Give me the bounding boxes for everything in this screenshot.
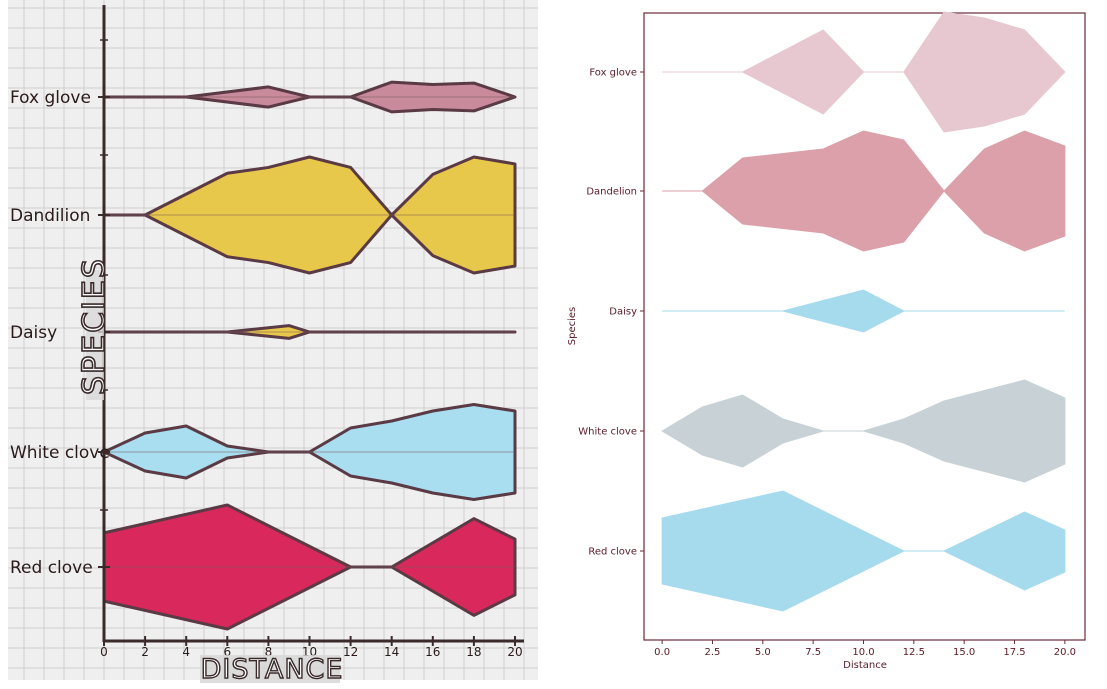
hand-xtick-label-0: 0 (100, 645, 108, 659)
plot-ytick-label-fox-glove: Fox glove (589, 68, 637, 79)
right-violins (661, 11, 1066, 612)
plot-xtick-label-20-0: 20.0 (1054, 647, 1076, 658)
hand-ylabel-daisy: Daisy (10, 323, 57, 343)
plot-xtick-label-7-5: 7.5 (805, 647, 821, 658)
hand-xtick-label-16: 16 (425, 645, 440, 659)
species-label-backing (86, 270, 104, 400)
hand-drawn-chart: 0 2 4 6 8 10 12 14 16 18 20 Fox gloveDandilionDais… (8, 0, 538, 686)
plot-ytick-label-dandelion: Dandelion (586, 187, 637, 198)
hand-ylabel-fox-glove: Fox glove (10, 88, 91, 108)
left-violins (102, 80, 517, 631)
plot-xtick-label-0-0: 0.0 (654, 647, 670, 658)
plot-violin-dandelion (662, 130, 1066, 252)
hand-ylabel-dandilion: Dandilion (10, 206, 90, 226)
plot-xtick-label-5-0: 5.0 (755, 647, 771, 658)
hand-ylabel: SPECIES (77, 257, 112, 395)
distance-label-backing (200, 655, 340, 683)
hand-xtick-label-12: 12 (343, 645, 358, 659)
plot-xtick-label-12-5: 12.5 (903, 647, 925, 658)
plot-xtick-label-17-5: 17.5 (1003, 647, 1025, 658)
hand-xtick-label-20: 20 (507, 645, 522, 659)
plot-xtick-label-10-0: 10.0 (852, 647, 874, 658)
hand-xtick-label-18: 18 (466, 645, 481, 659)
hand-xtick-label-4: 4 (182, 645, 190, 659)
plot-x-ticks: 0.0 2.5 5.0 7.5 10.0 12.5 15.0 17.5 20.0 (654, 640, 1076, 658)
plot-ylabel: Species (567, 307, 578, 346)
plot-ytick-label-red-clove: Red clove (588, 547, 637, 558)
plot-violin-white-clove (661, 379, 1066, 483)
plot-violin-red-clove (661, 490, 1066, 612)
plot-ytick-label-white-clove: White clove (578, 427, 637, 438)
hand-xtick-label-14: 14 (384, 645, 399, 659)
hand-xtick-label-8: 8 (265, 645, 273, 659)
plot-xlabel: Distance (843, 660, 887, 671)
plot-chart: Fox glove Dandelion Daisy White clove Red cl… (567, 11, 1086, 671)
hand-ylabel-red-clove: Red clove (10, 558, 93, 578)
hand-ylabel-white-clove: White clove (10, 443, 110, 463)
hand-xtick-label-2: 2 (141, 645, 149, 659)
plot-ytick-label-daisy: Daisy (609, 307, 637, 318)
plot-violin-daisy (662, 289, 1065, 333)
hand-xlabel: DISTANCE (201, 654, 344, 685)
hand-xtick-label-6: 6 (223, 645, 231, 659)
plot-xtick-label-15-0: 15.0 (953, 647, 975, 658)
hand-y-labels: Fox glove Dandilion Daisy White clove Red cl… (10, 39, 110, 578)
plot-y-ticks: Fox glove Dandelion Daisy White clove Red cl… (578, 68, 644, 558)
plot-violin-fox-glove (662, 11, 1066, 133)
plot-xtick-label-2-5: 2.5 (705, 647, 721, 658)
